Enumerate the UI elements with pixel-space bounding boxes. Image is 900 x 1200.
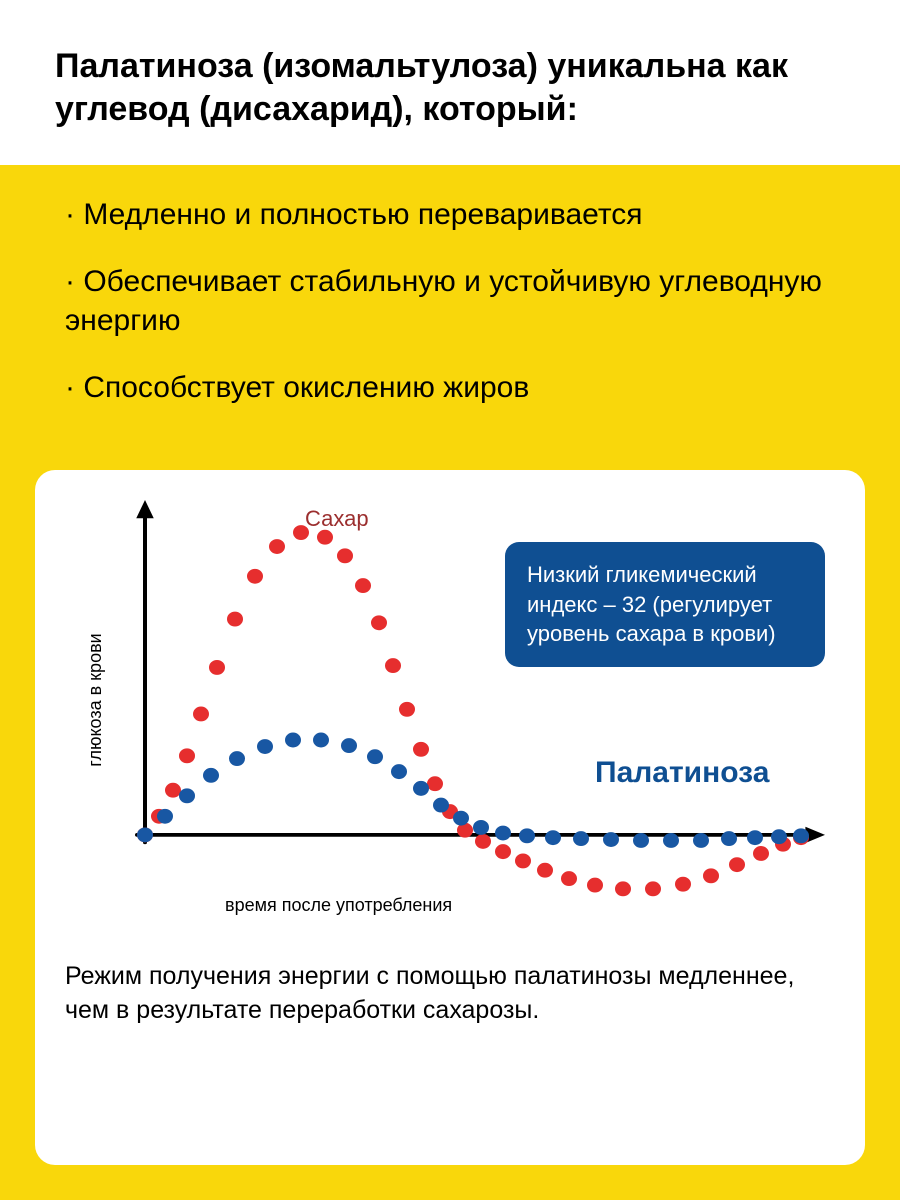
- bullet-item: · Способствует окислению жиров: [65, 368, 845, 407]
- palatinoza-series: [137, 733, 809, 848]
- chart-card: глюкоза в крови время после употребления…: [35, 470, 865, 1165]
- bullet-item: · Медленно и полностью переваривается: [65, 195, 845, 234]
- page-title: Палатиноза (изомальтулоза) уникальна как…: [55, 45, 845, 130]
- page: Палатиноза (изомальтулоза) уникальна как…: [0, 0, 900, 1200]
- chart-svg: [125, 500, 825, 900]
- bullet-item: · Обеспечивает стабильную и устойчивую у…: [65, 262, 845, 340]
- bullet-list: · Медленно и полностью переваривается · …: [0, 165, 900, 470]
- axes: [136, 500, 825, 843]
- y-axis-label: глюкоза в крови: [85, 633, 106, 766]
- chart-caption: Режим получения энергии с помощью палати…: [65, 960, 835, 1028]
- header: Палатиноза (изомальтулоза) уникальна как…: [0, 0, 900, 165]
- chart-area: глюкоза в крови время после употребления…: [65, 500, 835, 940]
